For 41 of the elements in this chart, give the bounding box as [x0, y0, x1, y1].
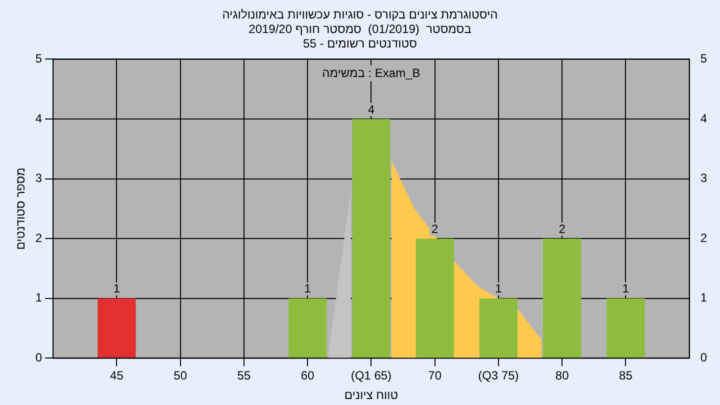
bar — [542, 238, 582, 358]
bar — [416, 238, 454, 358]
x-tick-label: 85 — [619, 368, 633, 383]
y2-tick-label: 5 — [700, 52, 708, 66]
x-tick-label: 60 — [300, 368, 315, 383]
annotation: במשימה : Exam_B — [322, 66, 420, 80]
y2-tick-label: 1 — [700, 290, 708, 305]
x-tick-label: 50 — [174, 368, 188, 383]
y-tick-label: 2 — [35, 230, 42, 245]
y-tick-label: 4 — [35, 111, 42, 126]
y-tick-label: 1 — [35, 290, 42, 305]
bar — [98, 298, 136, 358]
x-tick-label: (Q3 75) — [478, 368, 519, 383]
x-tick-label: 70 — [428, 368, 442, 383]
x-tick-label: 80 — [555, 368, 570, 383]
bar — [606, 298, 645, 358]
data-label: 4 — [368, 102, 375, 116]
y2-tick-label: 4 — [700, 111, 708, 126]
data-label: 1 — [113, 282, 120, 296]
x-tick-label: 45 — [110, 368, 124, 383]
y-tick-label: 3 — [35, 171, 42, 186]
y-axis-title: מספר סטודנטים — [14, 168, 28, 250]
data-label: 2 — [558, 222, 566, 236]
x-tick-label: 55 — [237, 368, 251, 383]
y-tick-label: 5 — [35, 52, 42, 66]
data-label: 2 — [431, 222, 438, 236]
bar — [352, 119, 390, 358]
y2-tick-label: 0 — [700, 350, 708, 365]
bar — [288, 298, 327, 358]
x-tick-label: (Q1 65) — [350, 368, 392, 383]
y2-tick-label: 2 — [700, 230, 708, 245]
bar — [479, 298, 518, 358]
data-label: 1 — [622, 282, 630, 296]
y-tick-label: 0 — [35, 350, 42, 365]
y2-tick-label: 3 — [700, 171, 708, 186]
text: היסטוגרמת ציונים בקורס - סוגיות עכשוויות באימונולוגיה — [222, 8, 498, 22]
x-axis-title: טווח ציונים — [344, 388, 398, 402]
text: בסמסטר (01/2019) סמסטר חורף 2019/20 — [248, 22, 472, 36]
data-label: 1 — [304, 282, 312, 296]
text: סטודנטים רשומים - 55 — [303, 36, 417, 50]
data-label: 1 — [495, 282, 502, 296]
